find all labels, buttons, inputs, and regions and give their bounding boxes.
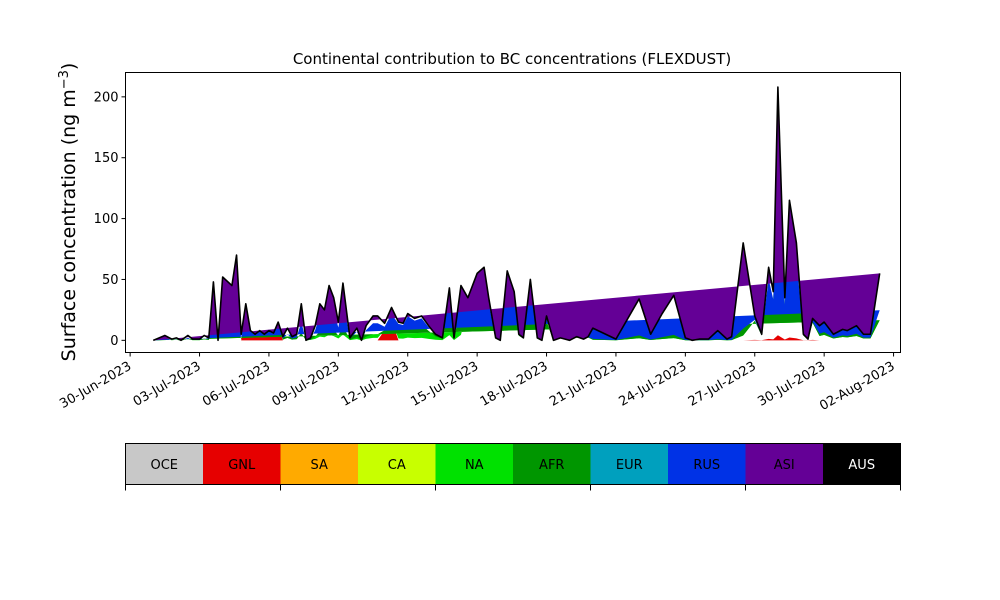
x-tick-label: 09-Jul-2023 — [270, 359, 343, 410]
plot-area — [152, 86, 881, 342]
legend-swatch-aus — [823, 443, 901, 485]
legend-label-eur: EUR — [616, 458, 643, 473]
area-series-asi — [153, 87, 880, 341]
legend-swatch-na — [435, 443, 514, 485]
x-tick-label: 30-Jun-2023 — [57, 359, 134, 412]
x-tick-label: 12-Jul-2023 — [339, 359, 412, 410]
legend-swatch-eur — [590, 443, 669, 485]
legend-label-rus: RUS — [693, 458, 720, 473]
y-axis: 0 50 100 150 200 — [94, 90, 126, 349]
y-tick-label: 200 — [94, 90, 119, 105]
legend-swatch-ca — [358, 443, 436, 485]
legend-label-afr: AFR — [539, 458, 564, 473]
legend-swatch-oce — [125, 443, 204, 485]
x-axis: 30-Jun-202303-Jul-202306-Jul-202309-Jul-… — [57, 352, 898, 414]
legend-label-oce: OCE — [150, 458, 178, 473]
legend-label-asi: ASI — [774, 458, 795, 473]
x-tick-label: 24-Jul-2023 — [617, 359, 690, 410]
legend-label-aus: AUS — [848, 458, 875, 473]
legend-swatch-asi — [745, 443, 824, 485]
legend-label-gnl: GNL — [228, 458, 256, 473]
y-tick-label: 50 — [102, 273, 119, 288]
y-tick-label: 150 — [94, 151, 119, 166]
chart-title: Continental contribution to BC concentra… — [293, 50, 731, 68]
y-tick-label: 100 — [94, 212, 119, 227]
x-tick-label: 21-Jul-2023 — [547, 359, 620, 410]
legend-colorbar: OCE GNL SA CA NA AFR EUR RUS ASI AUS — [125, 443, 901, 491]
x-tick-label: 18-Jul-2023 — [478, 359, 551, 410]
legend-swatch-gnl — [203, 443, 281, 485]
x-tick-label: 15-Jul-2023 — [408, 359, 481, 410]
legend-swatch-rus — [668, 443, 746, 485]
legend-swatch-afr — [513, 443, 591, 485]
x-tick-label: 06-Jul-2023 — [200, 359, 273, 410]
x-tick-label: 03-Jul-2023 — [131, 359, 204, 410]
legend-swatch-sa — [280, 443, 359, 485]
legend-label-ca: CA — [388, 458, 406, 473]
plot-frame — [125, 72, 901, 353]
legend-frame — [125, 443, 901, 485]
y-axis-label: Surface concentration (ng m−3) — [57, 63, 81, 362]
legend-label-sa: SA — [311, 458, 328, 473]
y-tick-label: 0 — [110, 334, 118, 349]
x-tick-label: 02-Aug-2023 — [817, 359, 897, 414]
x-tick-label: 27-Jul-2023 — [686, 359, 759, 410]
legend-label-na: NA — [465, 458, 484, 473]
total-line — [152, 86, 881, 342]
